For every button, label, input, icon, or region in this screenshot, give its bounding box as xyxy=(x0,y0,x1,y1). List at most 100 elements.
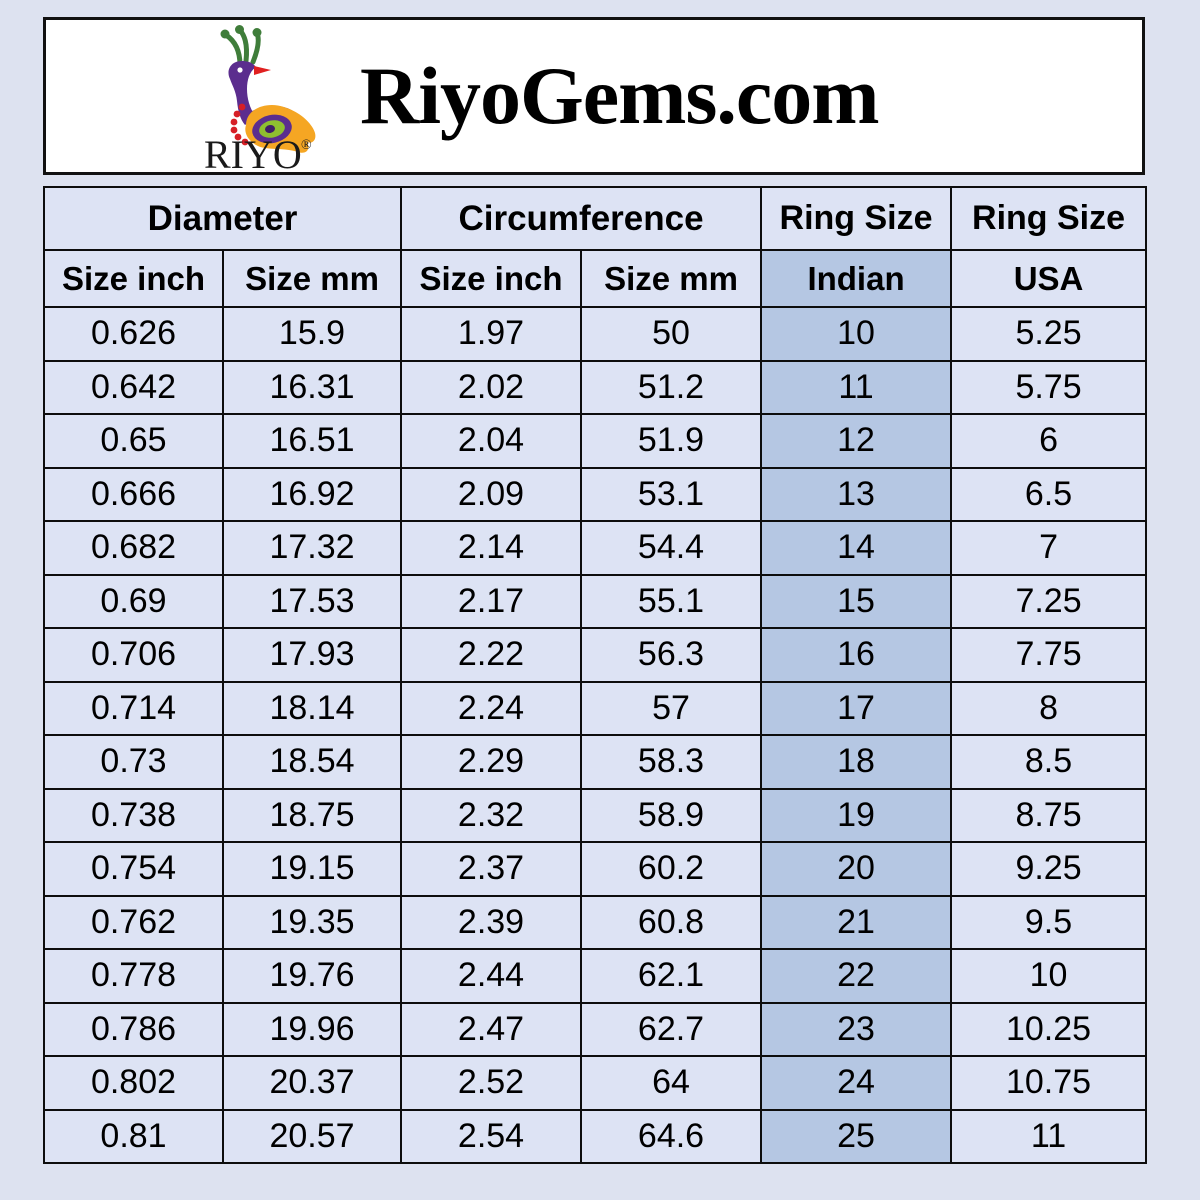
table-cell: 57 xyxy=(580,680,763,736)
table-cell: 1.97 xyxy=(400,306,583,362)
table-cell: 51.9 xyxy=(580,413,763,469)
table-cell: 6.5 xyxy=(950,466,1148,522)
ring-size-table: Diameter Circumference Ring Size Ring Si… xyxy=(42,186,1148,1164)
table-cell: 17.32 xyxy=(221,520,403,576)
table-cell: 19.35 xyxy=(221,894,403,950)
table-cell: 2.02 xyxy=(400,359,583,415)
table-row: 0.762 19.35 2.39 60.8 21 9.5 xyxy=(43,894,1148,950)
table-row: 0.626 15.9 1.97 50 10 5.25 xyxy=(43,306,1148,362)
group-header-circumference: Circumference xyxy=(400,186,763,251)
riyo-peacock-logo-icon: RIYO ® xyxy=(196,21,346,171)
table-cell: 22 xyxy=(760,948,953,1004)
table-cell: 2.14 xyxy=(400,520,583,576)
table-cell: 0.802 xyxy=(43,1055,224,1111)
table-cell: 0.706 xyxy=(43,627,224,683)
table-cell: 0.69 xyxy=(43,573,224,629)
table-cell: 2.09 xyxy=(400,466,583,522)
table-cell: 5.75 xyxy=(950,359,1148,415)
table-body: 0.626 15.9 1.97 50 10 5.25 0.642 16.31 2.02 51.2 1… xyxy=(43,306,1148,1164)
column-header-row: Size inch Size mm Size inch Size mm Indi… xyxy=(43,249,1148,308)
table-cell: 7.75 xyxy=(950,627,1148,683)
table-cell: 19.76 xyxy=(221,948,403,1004)
table-row: 0.666 16.92 2.09 53.1 13 6.5 xyxy=(43,466,1148,522)
table-cell: 7 xyxy=(950,520,1148,576)
table-cell: 9.25 xyxy=(950,841,1148,897)
riyo-registered-mark: ® xyxy=(301,138,312,153)
table-cell: 17.53 xyxy=(221,573,403,629)
table-cell: 51.2 xyxy=(580,359,763,415)
table-cell: 5.25 xyxy=(950,306,1148,362)
table-cell: 13 xyxy=(760,466,953,522)
table-cell: 18.75 xyxy=(221,787,403,843)
table-cell: 2.32 xyxy=(400,787,583,843)
table-cell: 17.93 xyxy=(221,627,403,683)
table-cell: 20.37 xyxy=(221,1055,403,1111)
table-cell: 8 xyxy=(950,680,1148,736)
column-header-circumference-inch: Size inch xyxy=(400,249,583,308)
table-cell: 15 xyxy=(760,573,953,629)
table-cell: 56.3 xyxy=(580,627,763,683)
table-row: 0.714 18.14 2.24 57 17 8 xyxy=(43,680,1148,736)
table-cell: 2.37 xyxy=(400,841,583,897)
brand-name: RiyoGems.com xyxy=(360,50,880,141)
table-cell: 2.52 xyxy=(400,1055,583,1111)
table-cell: 15.9 xyxy=(221,306,403,362)
group-header-ring-size-usa: Ring Size xyxy=(950,186,1148,251)
table-cell: 64.6 xyxy=(580,1108,763,1164)
column-header-indian: Indian xyxy=(760,249,953,308)
table-cell: 16.92 xyxy=(221,466,403,522)
table-row: 0.802 20.37 2.52 64 24 10.75 xyxy=(43,1055,1148,1111)
table-cell: 21 xyxy=(760,894,953,950)
column-header-usa: USA xyxy=(950,249,1148,308)
table-cell: 6 xyxy=(950,413,1148,469)
table-row: 0.754 19.15 2.37 60.2 20 9.25 xyxy=(43,841,1148,897)
table-cell: 58.9 xyxy=(580,787,763,843)
table-cell: 60.2 xyxy=(580,841,763,897)
table-cell: 10 xyxy=(950,948,1148,1004)
table-cell: 62.1 xyxy=(580,948,763,1004)
brand-banner: RIYO ® RiyoGems.com xyxy=(43,17,1145,175)
table-cell: 24 xyxy=(760,1055,953,1111)
table-cell: 16 xyxy=(760,627,953,683)
table-cell: 58.3 xyxy=(580,734,763,790)
table-row: 0.738 18.75 2.32 58.9 19 8.75 xyxy=(43,787,1148,843)
table-cell: 10.75 xyxy=(950,1055,1148,1111)
group-header-row: Diameter Circumference Ring Size Ring Si… xyxy=(42,186,1148,251)
table-cell: 2.44 xyxy=(400,948,583,1004)
group-header-diameter: Diameter xyxy=(42,186,403,251)
table-cell: 12 xyxy=(760,413,953,469)
table-cell: 16.51 xyxy=(221,413,403,469)
table-cell: 20.57 xyxy=(221,1108,403,1164)
table-cell: 2.04 xyxy=(400,413,583,469)
column-header-circumference-mm: Size mm xyxy=(580,249,763,308)
table-cell: 60.8 xyxy=(580,894,763,950)
table-row: 0.73 18.54 2.29 58.3 18 8.5 xyxy=(43,734,1148,790)
table-header: Diameter Circumference Ring Size Ring Si… xyxy=(42,186,1148,308)
table-cell: 18.14 xyxy=(221,680,403,736)
table-cell: 0.762 xyxy=(43,894,224,950)
table-cell: 7.25 xyxy=(950,573,1148,629)
table-cell: 19.15 xyxy=(221,841,403,897)
table-row: 0.786 19.96 2.47 62.7 23 10.25 xyxy=(43,1001,1148,1057)
table-cell: 23 xyxy=(760,1001,953,1057)
table-cell: 14 xyxy=(760,520,953,576)
table-cell: 0.73 xyxy=(43,734,224,790)
table-cell: 2.17 xyxy=(400,573,583,629)
table-cell: 50 xyxy=(580,306,763,362)
table-cell: 20 xyxy=(760,841,953,897)
table-row: 0.65 16.51 2.04 51.9 12 6 xyxy=(43,413,1148,469)
table-cell: 0.65 xyxy=(43,413,224,469)
table-row: 0.682 17.32 2.14 54.4 14 7 xyxy=(43,520,1148,576)
table-cell: 0.81 xyxy=(43,1108,224,1164)
column-header-diameter-inch: Size inch xyxy=(43,249,224,308)
table-cell: 9.5 xyxy=(950,894,1148,950)
table-cell: 18.54 xyxy=(221,734,403,790)
table-cell: 25 xyxy=(760,1108,953,1164)
table-cell: 0.666 xyxy=(43,466,224,522)
table-row: 0.778 19.76 2.44 62.1 22 10 xyxy=(43,948,1148,1004)
table-cell: 17 xyxy=(760,680,953,736)
table-cell: 2.24 xyxy=(400,680,583,736)
table-row: 0.642 16.31 2.02 51.2 11 5.75 xyxy=(43,359,1148,415)
table-cell: 2.22 xyxy=(400,627,583,683)
